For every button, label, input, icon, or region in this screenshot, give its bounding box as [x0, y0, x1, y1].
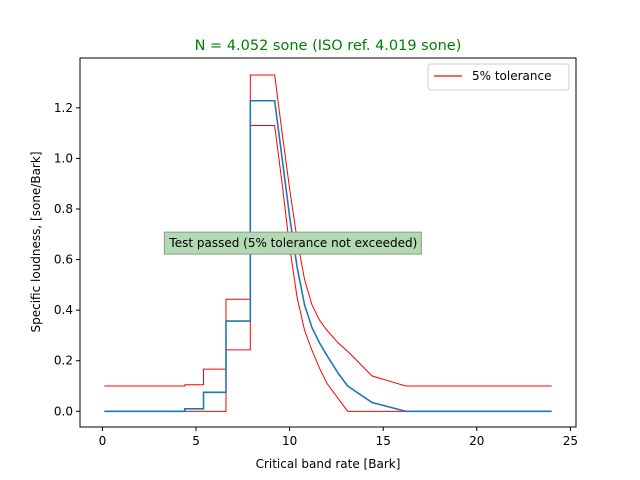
- axes-frame: [79, 57, 577, 428]
- x-tick-label: 15: [376, 434, 391, 448]
- y-tick-label: 0.6: [54, 253, 73, 267]
- x-tick-label: 0: [99, 434, 107, 448]
- y-axis: 0.0 0.2 0.4 0.6 0.8 1.0 1.2: [54, 101, 80, 418]
- y-tick-label: 0.4: [54, 303, 73, 317]
- series-layer: [104, 74, 552, 413]
- test-result-annotation: Test passed (5% tolerance not exceeded): [163, 231, 422, 255]
- series-upper-tolerance: [104, 74, 552, 387]
- annotation-box: [163, 231, 422, 255]
- legend: 5% tolerance: [427, 63, 570, 91]
- x-tick-label: 5: [192, 434, 200, 448]
- legend-label-tolerance: 5% tolerance: [472, 69, 552, 83]
- x-tick-label: 20: [469, 434, 484, 448]
- legend-box: [427, 63, 570, 91]
- series-lower-tolerance: [104, 125, 552, 412]
- x-tick-label: 10: [282, 434, 297, 448]
- y-tick-label: 0.2: [54, 354, 73, 368]
- series-specific-loudness: [104, 99, 552, 413]
- y-axis-label: Specific loudness, [sone/Bark]: [29, 152, 43, 333]
- x-tick-label: 25: [563, 434, 578, 448]
- y-tick-label: 1.2: [54, 101, 73, 115]
- chart-title: N = 4.052 sone (ISO ref. 4.019 sone): [195, 38, 462, 54]
- annotation-text: Test passed (5% tolerance not exceeded): [168, 236, 417, 250]
- x-axis: 0 5 10 15 20 25: [99, 427, 578, 448]
- y-tick-label: 0.8: [54, 202, 73, 216]
- x-axis-label: Critical band rate [Bark]: [256, 457, 401, 471]
- y-tick-label: 0.0: [54, 404, 73, 418]
- y-tick-label: 1.0: [54, 151, 73, 165]
